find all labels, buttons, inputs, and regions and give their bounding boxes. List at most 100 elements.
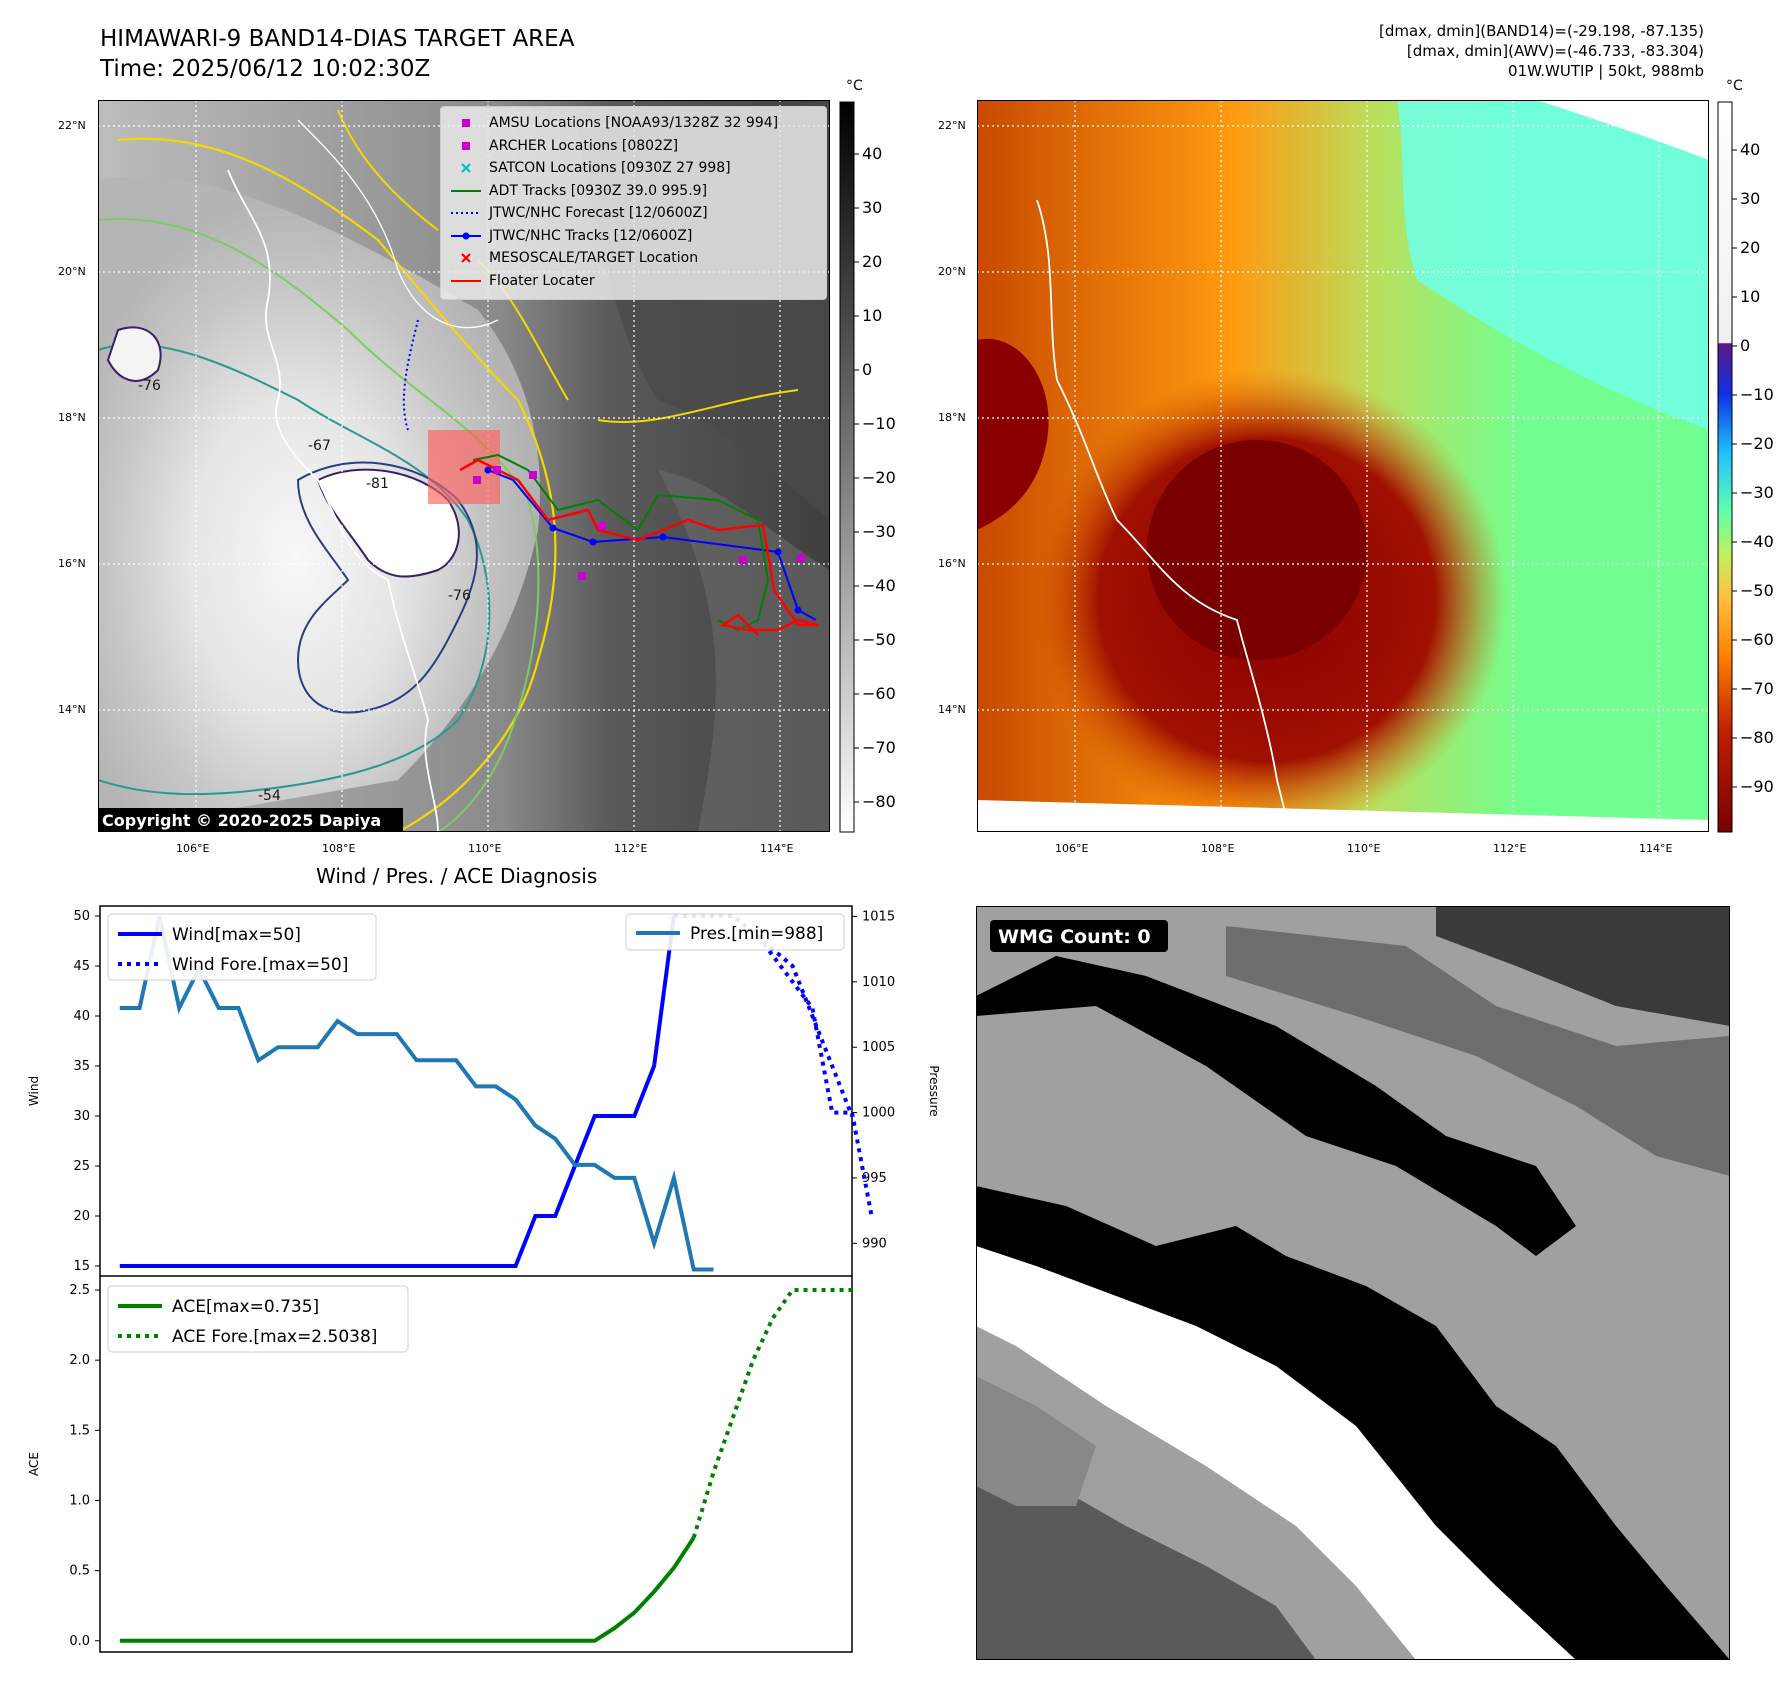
legend-swatch <box>451 279 481 282</box>
legend-text: ACE[max=0.735] <box>172 1297 319 1317</box>
wmg-black-band-upper <box>976 956 1576 1256</box>
y-tick-label: 25 <box>73 1159 90 1174</box>
ace-y-tick-label: 2.0 <box>69 1353 90 1368</box>
wp-legend-right: Pres.[min=988] <box>625 913 845 951</box>
colorbar-tick-label: 0 <box>1740 336 1750 355</box>
ace-axis-label: ACE <box>27 1452 41 1476</box>
colorbar-tick-label: −30 <box>862 522 896 541</box>
legend-text: ACE Fore.[max=2.5038] <box>172 1327 377 1347</box>
right-colorbar-unit: °C <box>1726 78 1743 94</box>
lat-label-16: 16°N <box>58 557 86 570</box>
r-lat-label-18: 18°N <box>938 411 966 424</box>
amsu-markers <box>473 466 805 580</box>
svg-text:-67: -67 <box>308 438 331 454</box>
dark-region-south <box>658 470 830 832</box>
legend-item: JTWC/NHC Tracks [12/0600Z] <box>449 226 692 246</box>
y-tick-label: 50 <box>73 909 90 924</box>
r-lon-label-108: 108°E <box>1201 842 1235 855</box>
ace-chart: 0.0 0.5 1.0 1.5 2.0 2.5 ACE ACE[max=0.735] ACE F… <box>27 1276 853 1653</box>
legend-label: AMSU Locations [NOAA93/1328Z 32 994] <box>489 115 779 131</box>
legend-text: Wind Fore.[max=50] <box>172 955 348 975</box>
y-tick-label: 40 <box>73 1009 90 1024</box>
colorbar-tick-label: −60 <box>862 684 896 703</box>
legend-text: Wind[max=50] <box>172 925 301 945</box>
y2-tick-label: 1010 <box>862 975 895 990</box>
y-tick-label: 35 <box>73 1059 90 1074</box>
figure-time: Time: 2025/06/12 10:02:30Z <box>100 56 431 82</box>
moist-region <box>1397 100 1709 430</box>
r-lat-label-20: 20°N <box>938 265 966 278</box>
ace-y-tick-label: 2.5 <box>69 1283 90 1298</box>
right-gridlines <box>977 100 1709 832</box>
wp-legend-left: Wind[max=50] Wind Fore.[max=50] <box>107 913 377 981</box>
r-lat-label-22: 22°N <box>938 119 966 132</box>
legend-swatch <box>451 189 481 192</box>
lon-label-110: 110°E <box>468 842 502 855</box>
copyright-box <box>98 808 403 832</box>
legend-text: Pres.[min=988] <box>690 924 823 944</box>
lon-label-114: 114°E <box>760 842 794 855</box>
pressure-axis-label: Pressure <box>927 1065 941 1116</box>
colorbar-tick-label: 40 <box>862 144 882 163</box>
y-tick-label: 20 <box>73 1209 90 1224</box>
coastline-right <box>1036 199 1288 821</box>
storm-info: 01W.WUTIP | 50kt, 988mb <box>1508 62 1704 80</box>
legend-swatch <box>462 141 470 150</box>
ace-y-tick-label: 1.0 <box>69 1493 90 1508</box>
right-awv-map <box>977 100 1709 832</box>
wmg-label-box <box>990 920 1168 952</box>
legend-item: Floater Locater <box>449 271 595 291</box>
y2-tick-label: 990 <box>862 1236 887 1251</box>
r-lon-label-112: 112°E <box>1493 842 1527 855</box>
r-lat-label-16: 16°N <box>938 557 966 570</box>
legend-item: ADT Tracks [0930Z 39.0 995.9] <box>449 181 707 201</box>
colorbar-tick-label: −80 <box>862 792 896 811</box>
r-lon-label-106: 106°E <box>1055 842 1089 855</box>
wmg-gray-w <box>976 1376 1096 1506</box>
storm-center <box>1147 440 1367 660</box>
r-lat-label-14: 14°N <box>938 703 966 716</box>
wmg-white-band <box>976 1246 1576 1660</box>
r-lon-label-110: 110°E <box>1347 842 1381 855</box>
contour-west <box>106 326 162 382</box>
lat-label-14: 14°N <box>58 703 86 716</box>
dry-west <box>977 338 1049 530</box>
r-lon-label-114: 114°E <box>1639 842 1673 855</box>
coastline-left <box>227 169 439 832</box>
ace-y-tick-label: 1.5 <box>69 1423 90 1438</box>
lon-label-106: 106°E <box>176 842 210 855</box>
legend-item: JTWC/NHC Forecast [12/0600Z] <box>449 203 708 223</box>
legend-label: ARCHER Locations [0802Z] <box>489 137 679 154</box>
wmg-dark-gray-ne <box>1436 906 1730 1026</box>
lat-label-22: 22°N <box>58 119 86 132</box>
right-colorbar: 40 30 20 10 0 −10 −20 −30 −40 −50 −60 −70 −80 −90 <box>1717 101 1774 833</box>
no-data-corner <box>1537 100 1709 160</box>
legend-swatch <box>451 212 481 214</box>
legend-label: MESOSCALE/TARGET Location <box>489 250 699 266</box>
no-data-bottom <box>977 800 1709 832</box>
y2-tick-label: 995 <box>862 1171 887 1186</box>
colorbar-tick-label: 10 <box>1740 287 1760 306</box>
legend-swatch <box>461 253 471 263</box>
colorbar-tick-label: −20 <box>1740 434 1774 453</box>
legend-label: ADT Tracks [0930Z 39.0 995.9] <box>489 182 708 199</box>
dmax-awv: [dmax, dmin](AWV)=(-46.733, -83.304) <box>1406 42 1704 60</box>
legend-label: SATCON Locations [0930Z 27 998] <box>489 160 731 176</box>
y-tick-label: 15 <box>73 1259 90 1274</box>
wind-pressure-chart: 15 20 25 30 35 40 45 50 990 995 1000 1005 1010 1015 Wi… <box>27 905 941 1277</box>
colorbar-tick-label: 20 <box>862 252 882 271</box>
legend-item: AMSU Locations [NOAA93/1328Z 32 994] <box>449 113 778 133</box>
colorbar-tick-label: −50 <box>862 630 896 649</box>
colorbar-tick-label: −70 <box>862 738 896 757</box>
floater-track <box>459 458 819 636</box>
legend-swatch <box>462 119 470 127</box>
lon-label-112: 112°E <box>614 842 648 855</box>
contour-yellow <box>117 137 557 832</box>
wmg-dark-sw <box>976 1466 1316 1660</box>
map-legend: AMSU Locations [NOAA93/1328Z 32 994] ARCH… <box>440 106 827 300</box>
ace-y-tick-label: 0.5 <box>69 1564 90 1579</box>
copyright-text: Copyright © 2020-2025 Dapiya <box>102 811 381 830</box>
colorbar-tick-label: 20 <box>1740 238 1760 257</box>
forecast-track <box>402 319 419 431</box>
